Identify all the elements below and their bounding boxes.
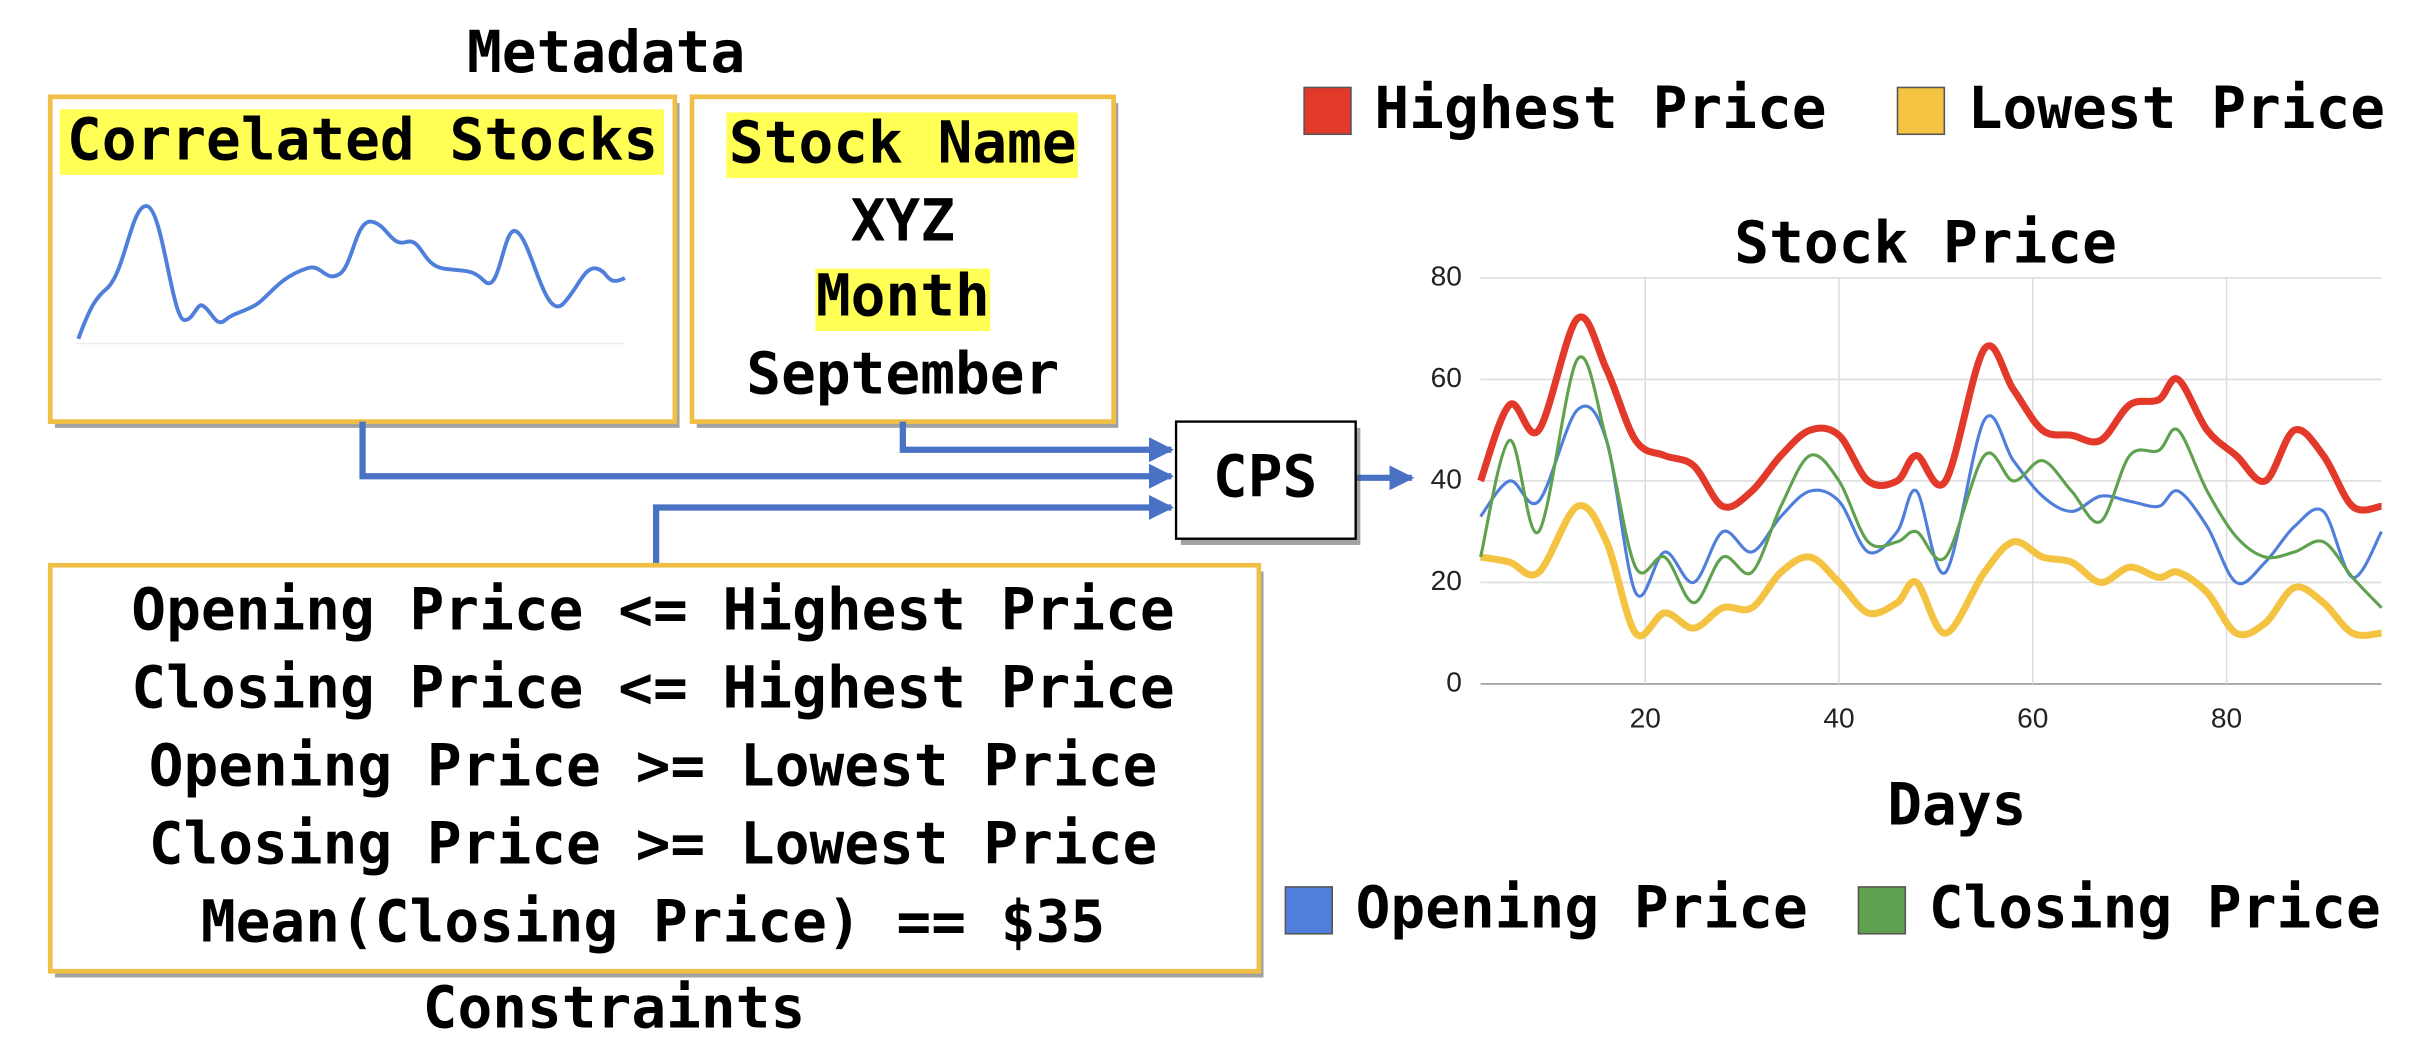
month-label: Month: [816, 261, 990, 329]
legend-swatch: [1896, 86, 1946, 136]
correlated-label: Correlated Stocks: [67, 105, 658, 173]
stock-name: XYZ: [851, 186, 955, 254]
metadata-title: Metadata: [467, 18, 745, 86]
line-chart: 0 20 40 60 80 20 40 60 80 Highest Price Lowest Pri…: [1284, 74, 2385, 942]
legend-label: Closing Price: [1929, 874, 2381, 942]
legend-swatch: [1303, 86, 1352, 136]
y-tick-label: 40: [1431, 463, 1462, 494]
constraint: Opening Price >= Lowest Price: [149, 731, 1158, 799]
x-tick-label: 40: [1823, 702, 1854, 733]
sparkline: [76, 204, 626, 340]
highlight: [59, 109, 664, 175]
series-line: [1479, 404, 2383, 598]
y-tick-label: 80: [1431, 260, 1462, 291]
x-axis-label: Days: [1887, 770, 2026, 838]
arrow: [899, 421, 1174, 463]
constraint: Closing Price >= Lowest Price: [149, 809, 1158, 877]
legend-swatch: [1284, 886, 1334, 935]
x-tick-label: 60: [2017, 702, 2048, 733]
constraint: Closing Price <= Highest Price: [131, 653, 1174, 721]
cps-label: CPS: [1213, 443, 1317, 511]
series-line: [1479, 502, 2382, 640]
month: September: [746, 339, 1059, 407]
constraints-title: Constraints: [423, 973, 806, 1041]
x-tick-label: 80: [2211, 702, 2242, 733]
arrow: [652, 494, 1174, 566]
x-tick-label: 20: [1630, 702, 1661, 733]
legend-label: Lowest Price: [1968, 74, 2385, 142]
series-line: [1479, 355, 2383, 609]
y-tick-label: 0: [1446, 666, 1462, 697]
stock-name-label: Stock Name: [729, 108, 1077, 176]
constraints-box: [47, 562, 1262, 974]
series-line: [1477, 313, 2383, 514]
constraint: Opening Price <= Highest Price: [131, 575, 1174, 643]
cps-box: [1174, 420, 1357, 540]
highlight: [726, 112, 1078, 179]
legend-swatch: [1857, 886, 1907, 935]
legend-label: Opening Price: [1356, 874, 1808, 942]
arrow: [359, 421, 1174, 489]
legend-label: Highest Price: [1374, 74, 1826, 142]
constraint: Mean(Closing Price) == $35: [201, 888, 1105, 956]
y-tick-label: 60: [1431, 362, 1462, 393]
highlight: [815, 268, 991, 332]
y-tick-label: 20: [1431, 565, 1462, 596]
chart-title: Stock Price: [1734, 208, 2117, 276]
